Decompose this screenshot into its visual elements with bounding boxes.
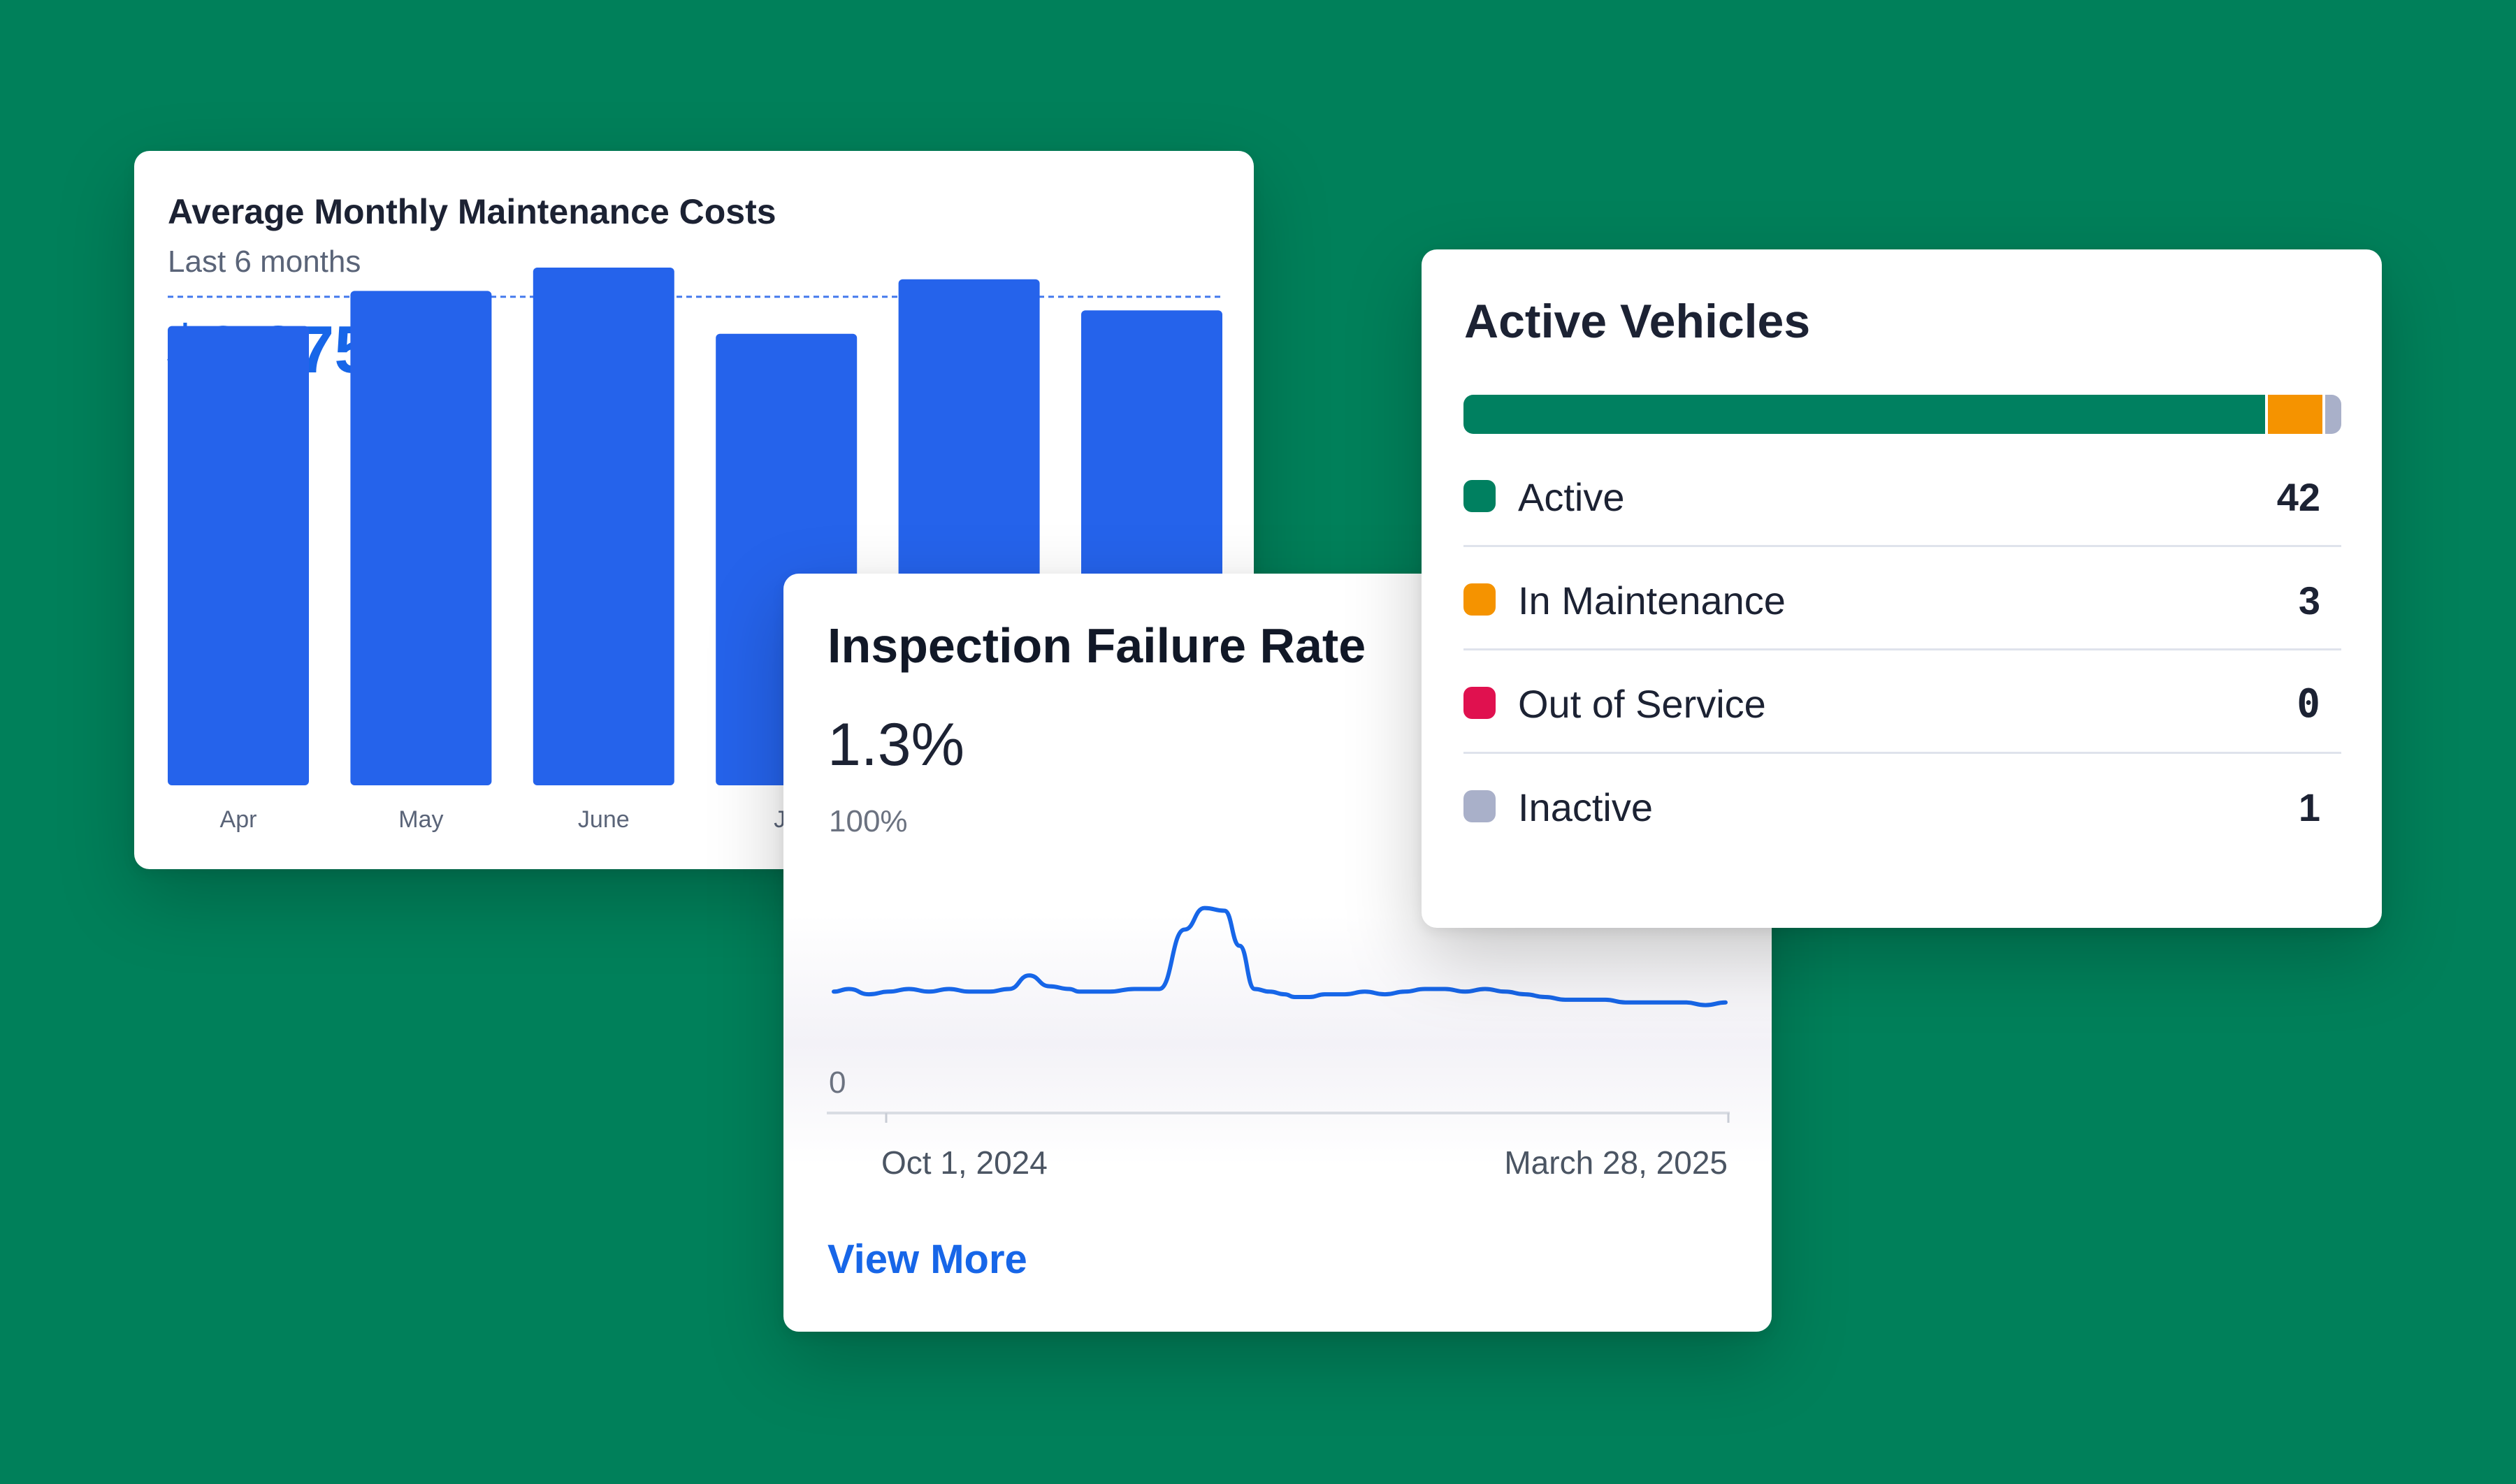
x-axis-start-label: Oct 1, 2024 xyxy=(881,1144,1048,1181)
status-count: 3 xyxy=(2298,579,2320,623)
inspection-failure-value: 1.3% xyxy=(827,711,965,778)
x-axis-end-label: March 28, 2025 xyxy=(1504,1144,1728,1181)
status-count: 42 xyxy=(2276,475,2320,519)
status-label: Active xyxy=(1518,475,1625,519)
active-vehicles-card: Active Vehicles Active 42 In Maintenance… xyxy=(1422,249,2382,928)
inspection-line-chart xyxy=(827,905,1730,1123)
y-axis-min-label: 0 xyxy=(829,1065,846,1100)
vehicle-status-row-in-maintenance: In Maintenance 3 xyxy=(1463,548,2341,650)
stacked-bar-segment-active xyxy=(1463,395,2265,434)
bar-apr xyxy=(168,326,309,785)
status-dot xyxy=(1463,687,1496,719)
y-axis-max-label: 100% xyxy=(829,804,908,838)
x-tick-label: May xyxy=(398,806,443,833)
status-dot xyxy=(1463,480,1496,512)
failure-rate-series-line xyxy=(832,905,1728,1007)
maintenance-card-title: Average Monthly Maintenance Costs xyxy=(168,192,776,231)
status-dot xyxy=(1463,790,1496,822)
view-more-link[interactable]: View More xyxy=(827,1237,1027,1282)
vehicles-card-title: Active Vehicles xyxy=(1464,295,1811,348)
x-tick-label: June xyxy=(578,806,630,833)
status-label: Inactive xyxy=(1518,785,1653,829)
stacked-bar-segment-inactive xyxy=(2322,395,2341,434)
x-tick-label: Apr xyxy=(220,806,257,833)
vehicle-status-row-out-of-service: Out of Service 0 xyxy=(1463,652,2341,754)
status-count: 0 xyxy=(2297,681,2320,727)
status-label: In Maintenance xyxy=(1518,579,1786,623)
stacked-bar-segment-maintenance xyxy=(2264,395,2322,434)
bar-june xyxy=(533,268,674,785)
vehicle-status-stacked-bar xyxy=(1463,395,2341,434)
status-count: 1 xyxy=(2298,785,2320,829)
bar-may xyxy=(350,291,492,785)
vehicle-status-row-inactive: Inactive 1 xyxy=(1463,755,2341,857)
inspection-card-title: Inspection Failure Rate xyxy=(827,618,1366,673)
vehicle-status-row-active: Active 42 xyxy=(1463,445,2341,547)
status-dot xyxy=(1463,583,1496,616)
status-label: Out of Service xyxy=(1518,682,1766,726)
maintenance-card-subtitle: Last 6 months xyxy=(168,245,361,279)
